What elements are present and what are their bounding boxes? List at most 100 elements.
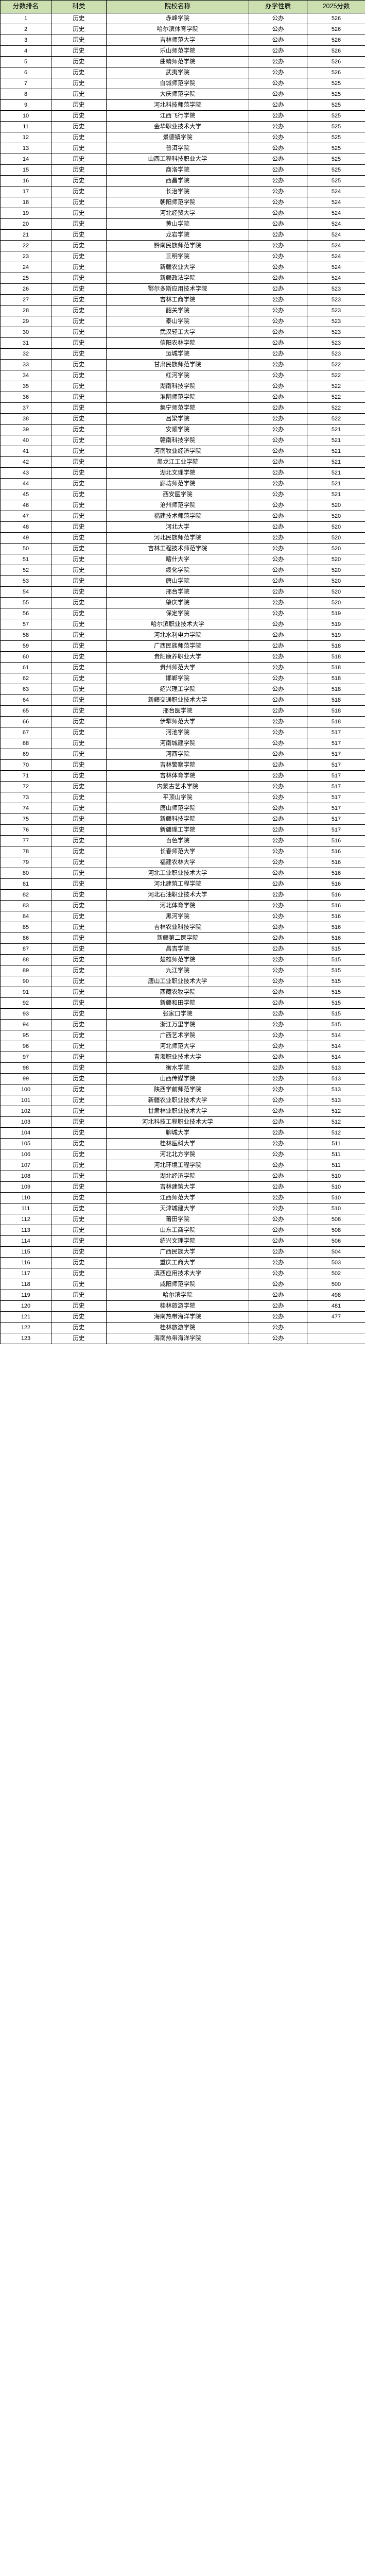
cell-rank: 68 [0, 738, 51, 749]
cell-type: 公办 [249, 132, 307, 143]
cell-rank: 10 [0, 110, 51, 122]
table-row: 109 历史 吉林建筑大学 公办 510 [0, 1181, 365, 1193]
cell-score: 520 [307, 586, 365, 598]
table-row: 91 历史 西藏农牧学院 公办 515 [0, 987, 365, 998]
cell-school: 海南热带海洋学院 [106, 1311, 249, 1323]
table-row: 105 历史 桂林医科大学 公办 511 [0, 1138, 365, 1149]
cell-rank: 72 [0, 781, 51, 792]
cell-rank: 90 [0, 976, 51, 987]
cell-rank: 70 [0, 759, 51, 771]
cell-type: 公办 [249, 565, 307, 576]
cell-score: 520 [307, 532, 365, 544]
cell-score: 513 [307, 1084, 365, 1095]
cell-score: 523 [307, 337, 365, 349]
cell-school: 河北工业职业技术大学 [106, 868, 249, 879]
cell-rank: 11 [0, 121, 51, 132]
cell-rank: 74 [0, 803, 51, 814]
cell-type: 公办 [249, 835, 307, 846]
cell-rank: 17 [0, 186, 51, 197]
cell-subject: 历史 [51, 381, 107, 392]
cell-type: 公办 [249, 67, 307, 78]
table-row: 25 历史 新疆政法学院 公办 524 [0, 273, 365, 284]
cell-type: 公办 [249, 186, 307, 197]
cell-score: 513 [307, 1095, 365, 1106]
cell-rank: 89 [0, 965, 51, 976]
cell-rank: 8 [0, 89, 51, 100]
cell-subject: 历史 [51, 154, 107, 165]
cell-rank: 88 [0, 954, 51, 965]
cell-type: 公办 [249, 56, 307, 67]
cell-score: 515 [307, 965, 365, 976]
cell-subject: 历史 [51, 175, 107, 187]
table-row: 88 历史 楚雄师范学院 公办 515 [0, 954, 365, 965]
cell-subject: 历史 [51, 229, 107, 241]
cell-school: 鄂尔多斯应用技术学院 [106, 283, 249, 295]
table-row: 5 历史 曲靖师范学院 公办 526 [0, 56, 365, 67]
cell-type: 公办 [249, 208, 307, 219]
cell-type: 公办 [249, 359, 307, 370]
cell-school: 金华职业技术大学 [106, 121, 249, 132]
cell-rank: 108 [0, 1171, 51, 1182]
table-row: 7 历史 白城师范学院 公办 525 [0, 78, 365, 89]
table-row: 8 历史 大庆师范学院 公办 525 [0, 89, 365, 100]
table-row: 45 历史 西安医学院 公办 521 [0, 489, 365, 500]
cell-score: 519 [307, 619, 365, 630]
cell-score: 515 [307, 1008, 365, 1020]
cell-type: 公办 [249, 651, 307, 663]
table-row: 84 历史 黑河学院 公办 516 [0, 911, 365, 922]
table-row: 54 历史 邢台学院 公办 520 [0, 586, 365, 598]
cell-rank: 60 [0, 651, 51, 663]
table-row: 112 历史 莆田学院 公办 508 [0, 1214, 365, 1225]
cell-rank: 20 [0, 218, 51, 230]
cell-score: 504 [307, 1246, 365, 1258]
cell-rank: 122 [0, 1322, 51, 1333]
cell-subject: 历史 [51, 164, 107, 176]
cell-school: 吉林工商学院 [106, 294, 249, 306]
cell-type: 公办 [249, 673, 307, 684]
table-row: 104 历史 聊城大学 公办 512 [0, 1127, 365, 1139]
table-row: 9 历史 河北科技师范学院 公办 525 [0, 99, 365, 111]
cell-type: 公办 [249, 814, 307, 825]
table-row: 42 历史 黑龙江工业学院 公办 521 [0, 456, 365, 468]
cell-type: 公办 [249, 251, 307, 262]
cell-rank: 30 [0, 327, 51, 338]
cell-subject: 历史 [51, 1246, 107, 1258]
cell-rank: 111 [0, 1203, 51, 1214]
cell-rank: 82 [0, 889, 51, 901]
cell-score: 517 [307, 749, 365, 760]
table-row: 66 历史 伊犁师范大学 公办 518 [0, 716, 365, 727]
cell-score: 520 [307, 597, 365, 608]
cell-score: 511 [307, 1138, 365, 1149]
column-header-rank: 分数排名 [0, 0, 51, 13]
cell-type: 公办 [249, 478, 307, 489]
cell-school: 新疆第二医学院 [106, 933, 249, 944]
cell-score: 523 [307, 294, 365, 306]
cell-school: 信阳农林学院 [106, 337, 249, 349]
cell-score: 481 [307, 1300, 365, 1312]
cell-score: 510 [307, 1203, 365, 1214]
cell-school: 海南热带海洋学院 [106, 1333, 249, 1344]
cell-subject: 历史 [51, 316, 107, 327]
cell-rank: 87 [0, 943, 51, 955]
column-header-school: 院校名称 [106, 0, 249, 13]
cell-school: 黔南民族师范学院 [106, 240, 249, 251]
cell-school: 新疆和田学院 [106, 997, 249, 1009]
table-row: 110 历史 江西师范大学 公办 510 [0, 1192, 365, 1204]
cell-school: 伊犁师范大学 [106, 716, 249, 727]
cell-score: 517 [307, 814, 365, 825]
table-row: 70 历史 吉林警察学院 公办 517 [0, 759, 365, 771]
cell-school: 哈尔滨体育学院 [106, 24, 249, 35]
cell-school: 邢台医学院 [106, 705, 249, 717]
table-row: 35 历史 湖南科技学院 公办 522 [0, 381, 365, 392]
cell-score: 524 [307, 262, 365, 273]
cell-score: 520 [307, 565, 365, 576]
cell-school: 河南牧业经济学院 [106, 446, 249, 457]
table-row: 39 历史 安顺学院 公办 521 [0, 424, 365, 435]
cell-rank: 31 [0, 337, 51, 349]
table-row: 24 历史 新疆农业大学 公办 524 [0, 262, 365, 273]
cell-score: 520 [307, 554, 365, 565]
cell-school: 浙江万里学院 [106, 1019, 249, 1030]
cell-score: 512 [307, 1116, 365, 1128]
cell-type: 公办 [249, 597, 307, 608]
cell-rank: 63 [0, 684, 51, 695]
